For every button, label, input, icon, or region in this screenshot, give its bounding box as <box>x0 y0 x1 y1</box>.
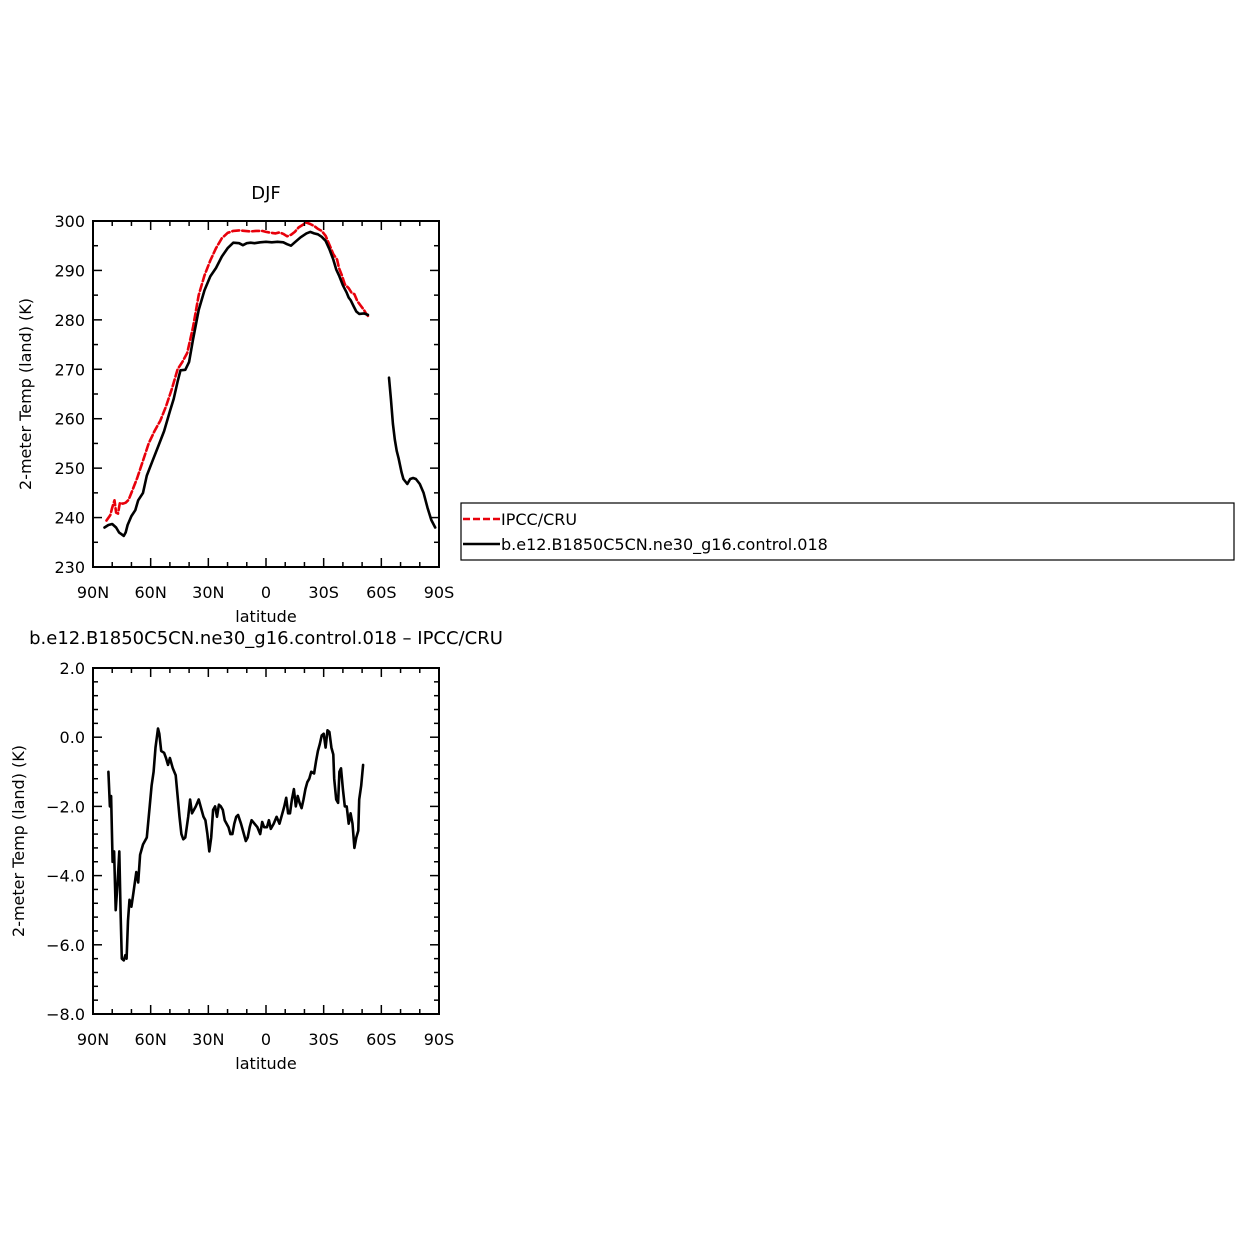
top-x-tick-label: 0 <box>261 583 271 602</box>
top-chart-title: DJF <box>251 183 281 204</box>
top-y-axis: 300 290 280 270 260 250 240 230 <box>54 212 439 577</box>
top-y-tick-label: 250 <box>54 459 85 478</box>
top-plot-area <box>103 221 437 538</box>
top-panel: DJF 300 290 280 270 260 250 240 230 90N 60N 30N 0 3… <box>16 183 1235 626</box>
bottom-plot-area <box>107 727 365 962</box>
legend: IPCC/CRU b.e12.B1850C5CN.ne30_g16.contro… <box>460 502 1235 561</box>
legend-label-ipcc: IPCC/CRU <box>501 510 577 529</box>
top-y-tick-label: 230 <box>54 558 85 577</box>
top-x-axis: 90N 60N 30N 0 30S 60S 90S <box>77 221 454 602</box>
bottom-x-axis-label: latitude <box>235 1054 296 1073</box>
top-x-tick-label: 30S <box>308 583 339 602</box>
bottom-y-tick-label: 2.0 <box>60 659 85 678</box>
top-y-tick-label: 290 <box>54 261 85 280</box>
top-plot-frame <box>92 220 440 568</box>
bottom-x-tick-label: 0 <box>261 1030 271 1049</box>
top-x-tick-label: 90S <box>424 583 455 602</box>
top-y-tick-label: 270 <box>54 360 85 379</box>
top-y-tick-label: 280 <box>54 311 85 330</box>
top-x-tick-label: 30N <box>192 583 224 602</box>
top-x-tick-label: 60S <box>366 583 397 602</box>
bottom-series-line-0 <box>107 727 365 962</box>
top-series-line-1 <box>387 376 437 529</box>
bottom-y-tick-label: 0.0 <box>60 728 85 747</box>
legend-box <box>460 502 1235 561</box>
bottom-chart-title: b.e12.B1850C5CN.ne30_g16.control.018 – I… <box>29 628 503 649</box>
top-series-line-0 <box>105 221 370 522</box>
bottom-x-axis: 90N 60N 30N 0 30S 60S 90S <box>77 668 454 1049</box>
bottom-x-tick-label: 30S <box>308 1030 339 1049</box>
bottom-y-axis: 2.0 0.0 −2.0 −4.0 −6.0 −8.0 <box>46 659 439 1024</box>
bottom-y-tick-label: −6.0 <box>46 936 85 955</box>
bottom-x-tick-label: 90N <box>77 1030 109 1049</box>
top-x-tick-label: 90N <box>77 583 109 602</box>
bottom-y-tick-label: −8.0 <box>46 1005 85 1024</box>
bottom-x-tick-label: 60N <box>135 1030 167 1049</box>
top-y-tick-label: 300 <box>54 212 85 231</box>
top-y-tick-label: 260 <box>54 410 85 429</box>
bottom-x-tick-label: 30N <box>192 1030 224 1049</box>
top-y-axis-label: 2-meter Temp (land) (K) <box>16 298 35 490</box>
bottom-panel: b.e12.B1850C5CN.ne30_g16.control.018 – I… <box>9 628 503 1073</box>
bottom-y-tick-label: −2.0 <box>46 797 85 816</box>
top-series-line-1 <box>103 230 370 538</box>
bottom-y-axis-label: 2-meter Temp (land) (K) <box>9 745 28 937</box>
bottom-x-tick-label: 90S <box>424 1030 455 1049</box>
legend-label-model: b.e12.B1850C5CN.ne30_g16.control.018 <box>501 535 828 555</box>
top-x-axis-label: latitude <box>235 607 296 626</box>
bottom-x-tick-label: 60S <box>366 1030 397 1049</box>
top-y-tick-label: 240 <box>54 509 85 528</box>
top-x-tick-label: 60N <box>135 583 167 602</box>
bottom-y-tick-label: −4.0 <box>46 867 85 886</box>
